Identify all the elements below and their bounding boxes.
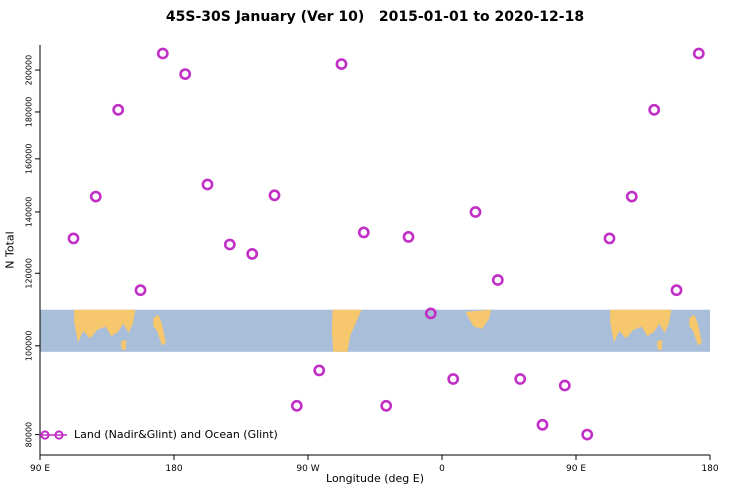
- data-point: [313, 364, 326, 377]
- x-tick-label: 90 W: [296, 464, 319, 474]
- data-point: [402, 230, 415, 243]
- data-point: [424, 307, 437, 320]
- data-point: [223, 238, 236, 251]
- data-point: [89, 190, 102, 203]
- data-point: [692, 47, 705, 60]
- land-tasmania: [657, 340, 663, 351]
- x-tick-label: 180: [701, 464, 718, 474]
- data-point: [648, 103, 661, 116]
- data-point: [112, 103, 125, 116]
- legend-label: Land (Nadir&Glint) and Ocean (Glint): [74, 428, 278, 441]
- data-point: [290, 399, 303, 412]
- data-point: [447, 373, 460, 385]
- legend-circle-icon: [54, 429, 64, 440]
- legend-point-line-symbol: [39, 429, 67, 440]
- data-point: [246, 247, 259, 260]
- data-point: [581, 428, 594, 441]
- data-point: [179, 68, 192, 80]
- map-band-ocean: [40, 309, 710, 352]
- y-tick-label: 160000: [25, 144, 34, 175]
- x-tick-label: 180: [165, 464, 182, 474]
- data-point: [156, 47, 169, 60]
- data-point: [536, 418, 549, 431]
- data-point: [67, 232, 80, 245]
- data-point: [469, 206, 482, 218]
- data-point: [201, 178, 214, 191]
- data-point: [335, 58, 348, 70]
- data-point: [558, 379, 571, 392]
- legend-circle-icon: [40, 429, 50, 440]
- y-tick-label: 200000: [25, 55, 34, 86]
- land-australia: [610, 309, 672, 343]
- land-southern-africa: [465, 309, 492, 329]
- land-australia: [74, 309, 136, 343]
- y-tick-label: 180000: [25, 97, 34, 128]
- data-point: [603, 232, 616, 245]
- y-axis-label: N Total: [3, 231, 17, 269]
- y-tick-label: 100000: [25, 331, 34, 362]
- data-point: [625, 190, 638, 203]
- data-point: [268, 189, 281, 202]
- land-south-america: [331, 309, 362, 352]
- data-point: [357, 226, 370, 239]
- y-tick-label: 140000: [25, 197, 34, 228]
- legend: Land (Nadir&Glint) and Ocean (Glint): [38, 428, 278, 441]
- y-tick-label: 80000: [25, 422, 34, 447]
- land-new-zealand: [153, 314, 166, 346]
- data-point: [670, 284, 683, 297]
- data-point: [380, 399, 393, 412]
- land-tasmania: [121, 340, 127, 351]
- data-point: [514, 373, 527, 385]
- data-point: [134, 284, 147, 297]
- y-tick-label: 120000: [25, 258, 34, 289]
- land-new-zealand: [689, 314, 702, 346]
- x-tick-label: 0: [439, 464, 445, 474]
- data-point: [491, 274, 504, 286]
- x-tick-label: 90 E: [30, 464, 50, 474]
- x-tick-label: 90 E: [566, 464, 586, 474]
- x-axis-label: Longitude (deg E): [326, 472, 424, 485]
- chart-title: 45S-30S January (Ver 10) 2015-01-01 to 2…: [165, 9, 585, 25]
